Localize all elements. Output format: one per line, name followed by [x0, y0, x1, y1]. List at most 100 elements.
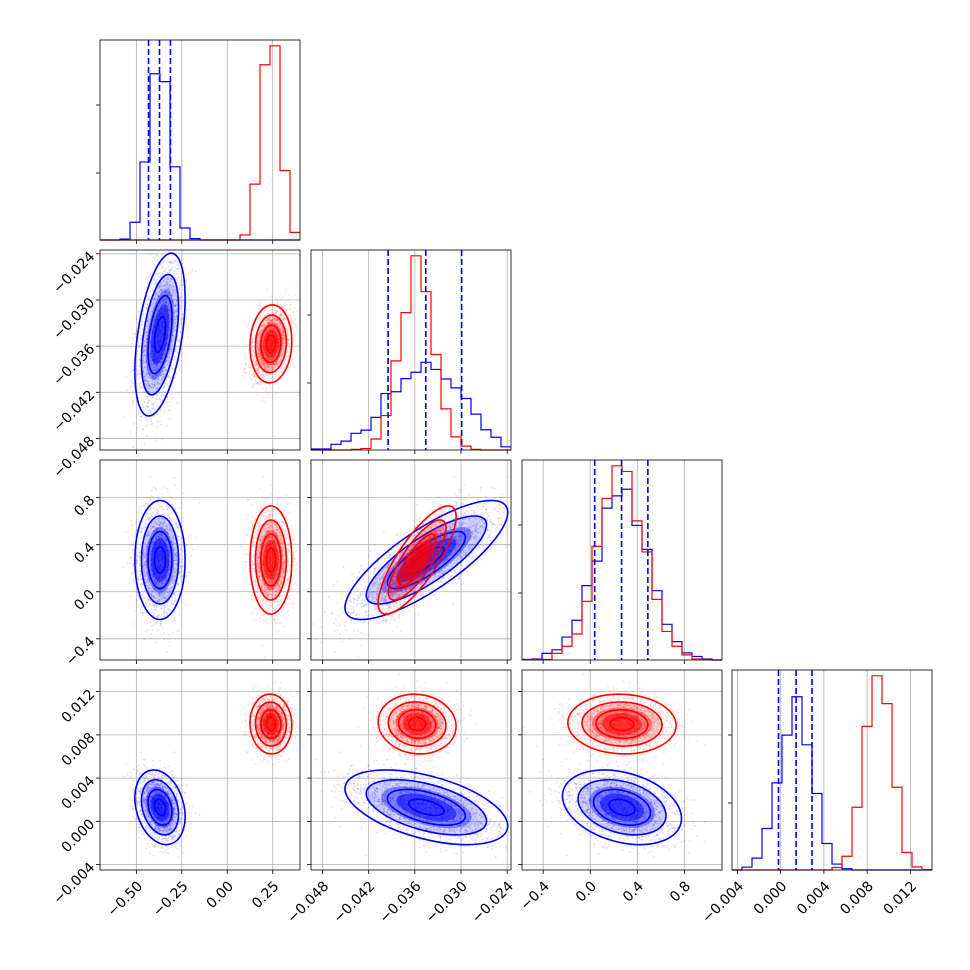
scatter-point	[145, 374, 148, 377]
scatter-point	[258, 341, 260, 344]
scatter-point	[157, 292, 160, 295]
scatter-point	[160, 303, 163, 306]
scatter-point	[144, 360, 147, 363]
scatter-point	[164, 282, 167, 284]
scatter-point	[271, 367, 274, 370]
scatter-point	[172, 286, 174, 288]
scatter-point	[161, 368, 164, 370]
scatter-point	[146, 367, 148, 370]
scatter-point	[154, 377, 156, 380]
scatter-point	[158, 295, 161, 298]
scatter-point	[272, 306, 275, 308]
scatter-point	[175, 272, 178, 275]
scatter-point	[285, 291, 288, 293]
scatter-point	[266, 317, 269, 320]
scatter-point	[161, 377, 163, 380]
scatter-point	[155, 387, 157, 389]
grid-lines	[542, 460, 685, 660]
scatter-point	[260, 363, 262, 366]
scatter-point	[178, 276, 180, 279]
scatter-point	[167, 376, 170, 379]
scatter-point	[282, 296, 285, 298]
scatter-point	[278, 387, 281, 390]
scatter-panel-1-0	[96, 249, 301, 454]
grid-lines	[737, 670, 911, 870]
scatter-point	[157, 294, 160, 297]
scatter-point	[146, 372, 149, 375]
scatter-point	[282, 316, 284, 319]
scatter-point	[150, 385, 153, 388]
scatter-point	[256, 342, 258, 345]
scatter-point	[147, 411, 150, 413]
scatter-point	[144, 345, 147, 348]
scatter-point	[143, 340, 146, 343]
scatter-point	[285, 307, 288, 310]
scatter-point	[156, 308, 159, 310]
scatter-point	[147, 316, 150, 318]
scatter-point	[172, 324, 175, 327]
scatter-point	[249, 376, 251, 379]
scatter-point	[161, 357, 164, 360]
scatter-point	[164, 361, 167, 364]
scatter-point	[146, 337, 148, 340]
scatter-point	[168, 361, 170, 364]
scatter-point	[178, 298, 181, 300]
scatter-point	[148, 273, 151, 276]
scatter-point	[156, 394, 158, 397]
scatter-point	[282, 330, 285, 333]
scatter-point	[168, 308, 171, 311]
scatter-point	[160, 288, 163, 291]
scatter-point	[136, 377, 139, 380]
scatter-point	[149, 353, 152, 356]
scatter-point	[143, 345, 146, 348]
scatter-point	[167, 305, 170, 307]
scatter-point	[135, 367, 138, 370]
scatter-point	[288, 294, 291, 297]
scatter-point	[146, 395, 148, 398]
scatter-point	[168, 306, 171, 309]
scatter-point	[163, 291, 166, 293]
scatter-point	[152, 363, 155, 366]
scatter-point	[252, 387, 254, 390]
panel-frame	[731, 669, 933, 871]
scatter-point	[276, 362, 279, 364]
scatter-point	[142, 361, 145, 364]
scatter-point	[164, 302, 166, 305]
scatter-point	[160, 423, 162, 426]
scatter-point	[282, 344, 284, 347]
scatter-point	[160, 392, 163, 395]
scatter-point	[165, 280, 168, 282]
scatter-point	[156, 297, 159, 300]
scatter-point	[155, 301, 158, 304]
scatter-point	[189, 312, 192, 315]
scatter-point	[153, 375, 156, 377]
scatter-point	[190, 290, 193, 293]
scatter-point	[153, 385, 155, 388]
scatter-point	[275, 322, 278, 325]
scatter-point	[142, 308, 145, 311]
scatter-point	[164, 301, 167, 304]
scatter-point	[270, 368, 273, 371]
scatter-point	[164, 300, 167, 302]
scatter-point	[147, 383, 150, 386]
scatter-point	[147, 400, 150, 403]
scatter-point	[148, 390, 151, 393]
scatter-point	[171, 334, 174, 337]
scatter-point	[153, 367, 156, 369]
scatter-point	[293, 349, 296, 352]
scatter-point	[291, 301, 294, 304]
scatter-point	[142, 355, 145, 357]
scatter-point	[273, 318, 276, 320]
scatter-point	[165, 297, 168, 300]
scatter-point	[293, 307, 296, 310]
scatter-point	[168, 333, 170, 336]
scatter-point	[147, 396, 150, 399]
scatter-point	[257, 316, 260, 319]
scatter-point	[169, 283, 171, 286]
scatter-point	[146, 628, 149, 631]
scatter-point	[145, 370, 148, 372]
scatter-point	[152, 369, 155, 372]
scatter-point	[149, 373, 152, 375]
scatter-point	[173, 282, 176, 285]
scatter-point	[171, 289, 174, 292]
